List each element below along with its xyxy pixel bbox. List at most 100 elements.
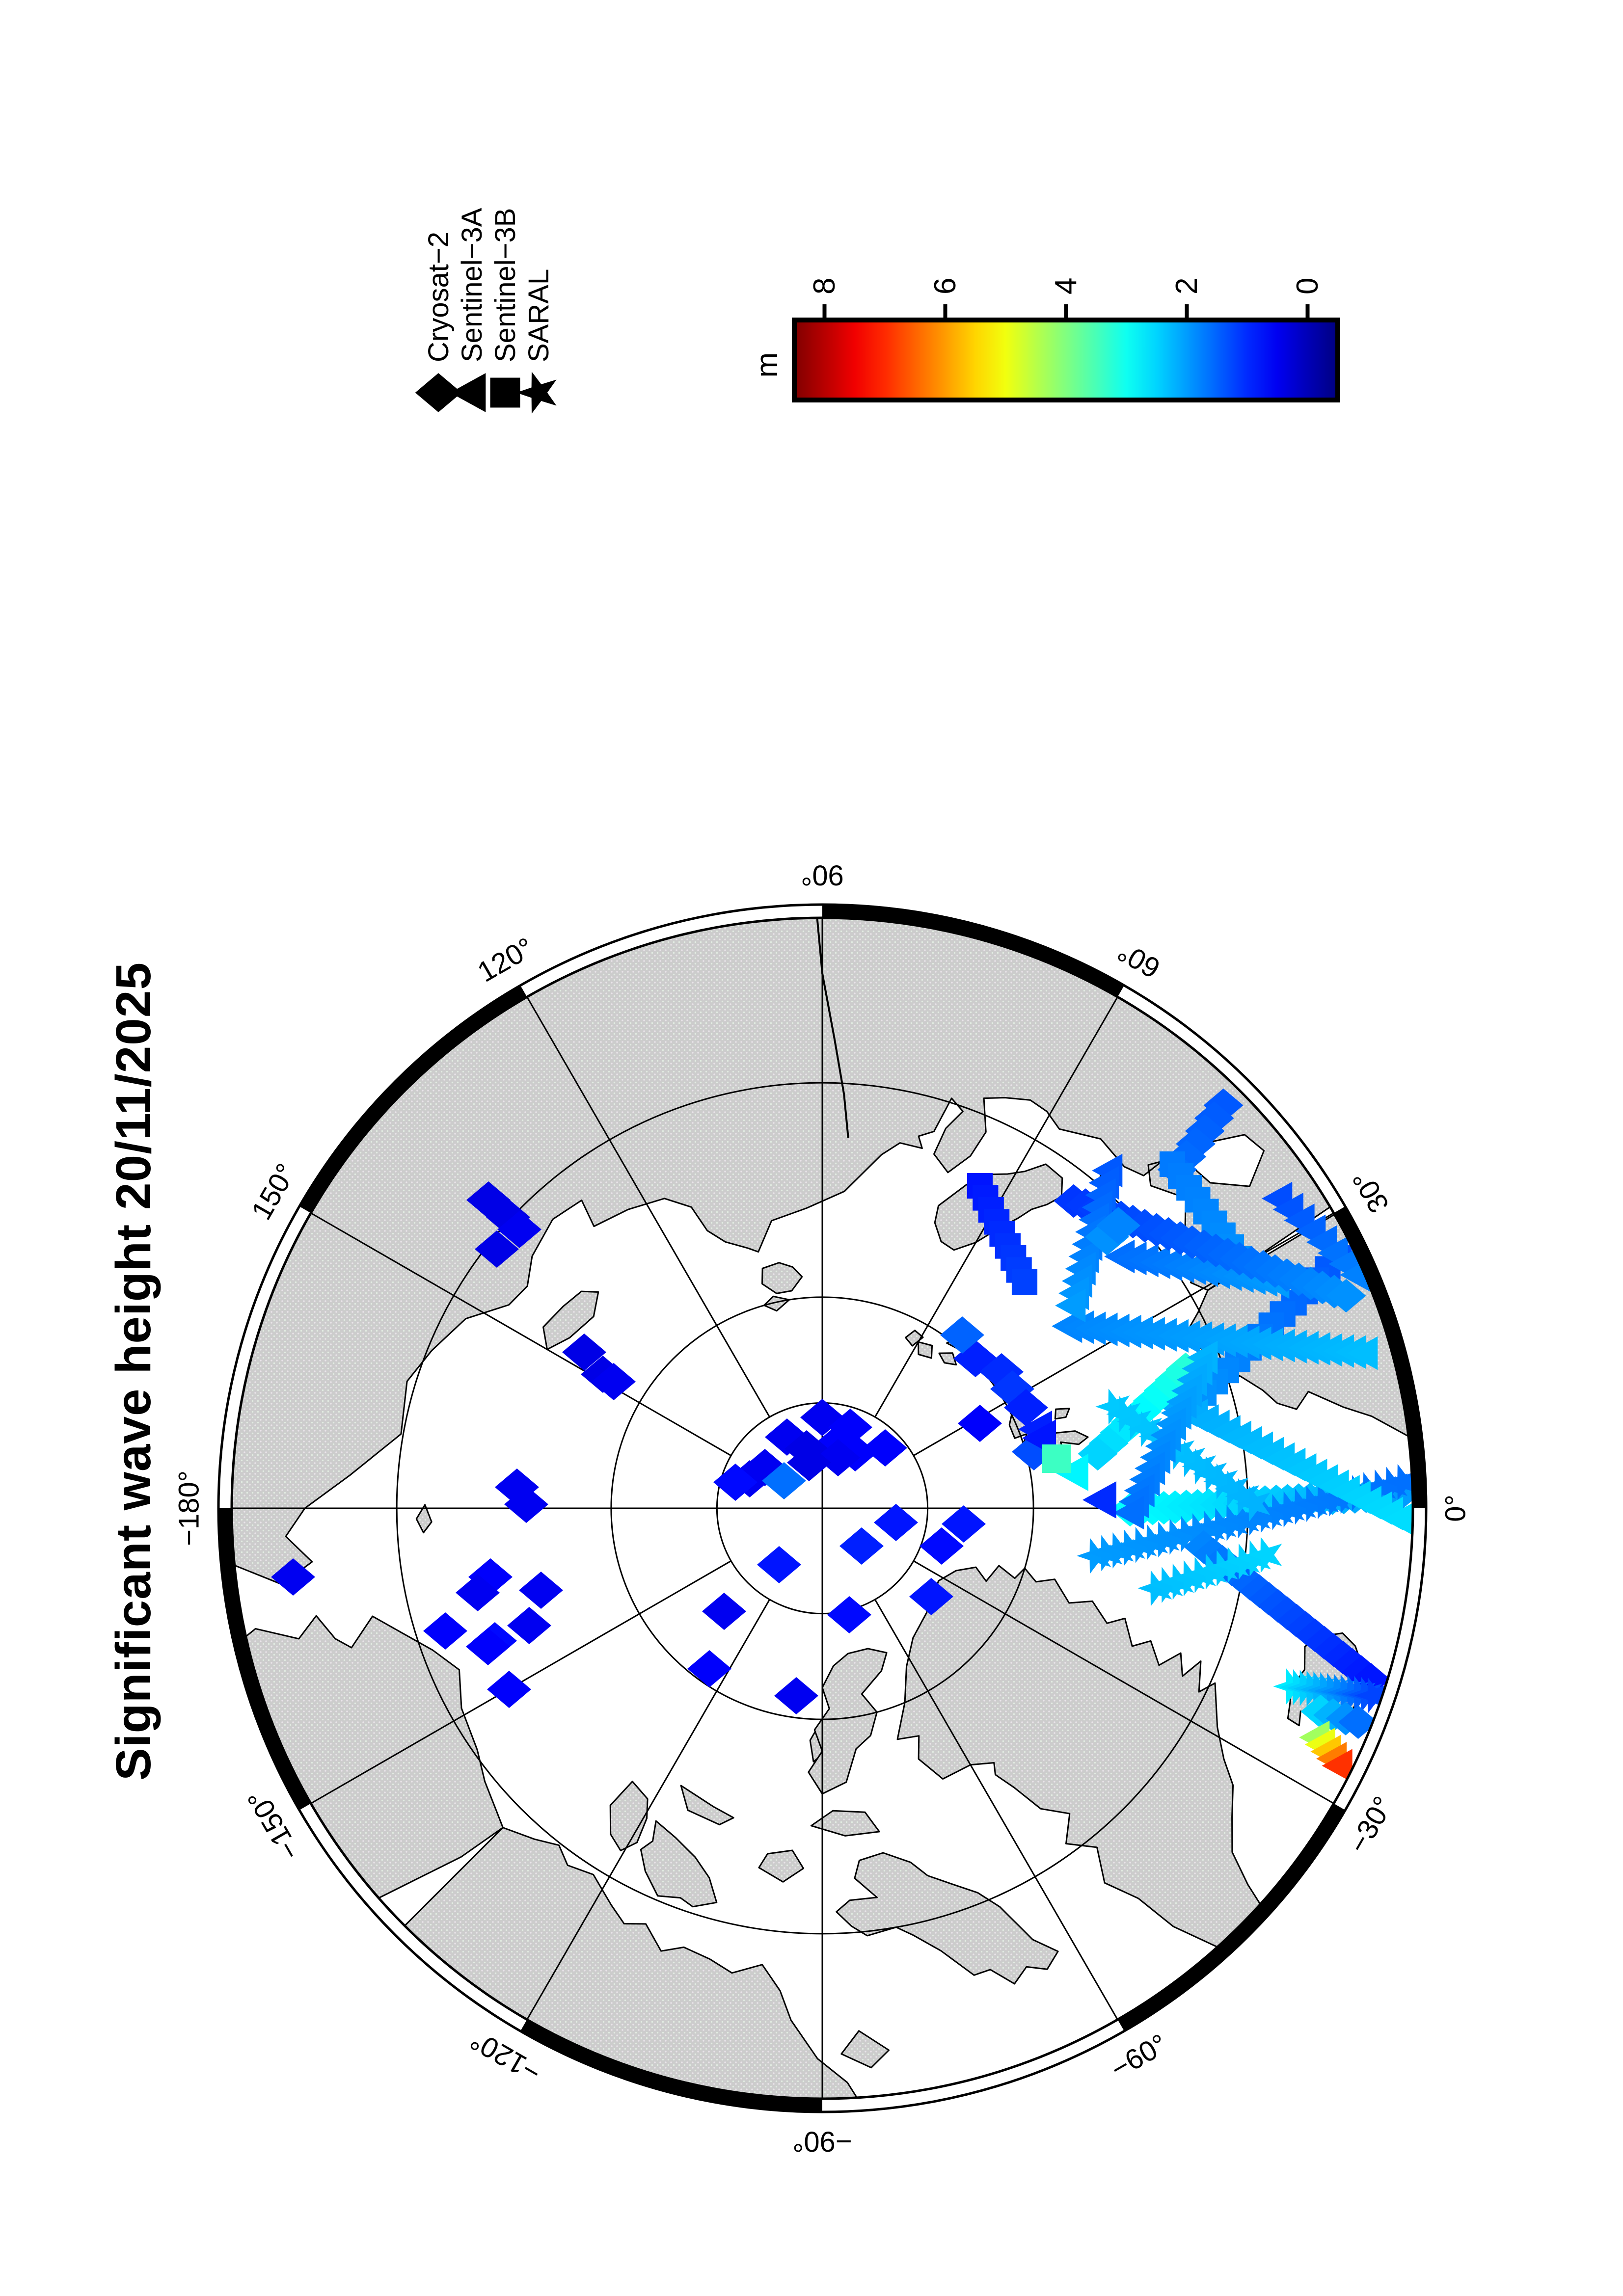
track-marker (1110, 1529, 1145, 1566)
track-marker (1203, 1088, 1244, 1122)
track-marker (1134, 1524, 1168, 1560)
ring-black-segment--60 (1117, 1803, 1346, 2031)
legend-symbol-triangle (450, 373, 486, 412)
track-marker (1354, 1677, 1389, 1714)
legend-symbol-diamond (415, 373, 462, 412)
lon-label-180: −180° (173, 1470, 205, 1546)
meridian--30 (913, 1560, 1334, 1804)
ring-black-segment--120 (520, 2019, 822, 2112)
track-marker (1011, 1269, 1038, 1295)
scatter-point (519, 1572, 563, 1609)
scatter-point (497, 1211, 541, 1248)
track-marker (1383, 1502, 1413, 1536)
track-marker (1322, 1749, 1352, 1783)
scatter-point (271, 1558, 315, 1596)
track-marker (1171, 1441, 1206, 1477)
track-12-star (1273, 1668, 1389, 1714)
meridian--60 (874, 1599, 1118, 2020)
scatter-point (874, 1504, 918, 1541)
land-melville (680, 1785, 734, 1826)
track-marker (1203, 1550, 1238, 1586)
track-marker (1182, 1448, 1217, 1485)
track-marker (1316, 1480, 1351, 1517)
track-marker (1148, 1567, 1183, 1603)
lon-label-0: 0° (1440, 1495, 1472, 1522)
track-marker (1373, 1467, 1407, 1503)
legend-label-0: Cryosat−2 (423, 232, 455, 362)
track-marker (1116, 1241, 1147, 1276)
track-marker (1128, 1411, 1163, 1447)
scatter-point (475, 1230, 519, 1268)
land-severnaya_a (761, 1262, 803, 1294)
ring-black-segment-60 (822, 905, 1124, 997)
track-marker (1077, 1538, 1111, 1574)
land-wrangel (415, 1504, 433, 1534)
scatter-point (1096, 1207, 1140, 1244)
legend-label-1: Sentinel−3A (456, 208, 488, 362)
scatter-point (507, 1607, 551, 1644)
lon-label-60: 60° (1112, 935, 1165, 985)
track-marker (1384, 1464, 1413, 1500)
track-marker (1156, 1519, 1191, 1555)
track-marker (1139, 1245, 1170, 1280)
track-marker (1202, 1507, 1237, 1544)
land-southampton (840, 2030, 890, 2069)
track-marker (1215, 1547, 1249, 1583)
track-marker (1194, 1101, 1234, 1135)
track-marker (1214, 1470, 1249, 1507)
track-marker (1236, 1486, 1271, 1522)
ring-black-segment-0 (1333, 1206, 1426, 1508)
track-marker (1122, 1526, 1157, 1563)
track-marker (1179, 1513, 1214, 1549)
track-marker (1192, 1456, 1227, 1492)
track-14-triangle (1299, 1720, 1352, 1783)
scatter-point (920, 1527, 964, 1565)
scatter-point (774, 1677, 818, 1714)
track-marker (1113, 1495, 1144, 1530)
scatter-point (1042, 1444, 1071, 1473)
land-new_siberian (542, 1290, 599, 1350)
track-marker (1259, 1494, 1294, 1530)
colorbar-tick-label: 2 (1170, 278, 1204, 294)
scatter-point (702, 1593, 746, 1630)
scatter-point (562, 1334, 606, 1371)
track-7-square (967, 1173, 1038, 1295)
track-marker (1099, 1532, 1134, 1569)
legend: Cryosat−2 Sentinel−3A Sentinel−3B SARAL (415, 208, 557, 414)
track-marker (1213, 1505, 1248, 1541)
track-marker (1175, 1251, 1206, 1285)
track-marker (1270, 1491, 1305, 1528)
legend-symbol-square (490, 377, 520, 408)
track-marker (1095, 1388, 1130, 1425)
track-marker (1347, 1336, 1378, 1370)
track-marker (1088, 1535, 1123, 1572)
track-marker (1117, 1403, 1152, 1440)
scatter-point (1055, 1454, 1088, 1491)
scatter-point (713, 1464, 757, 1501)
track-marker (1137, 1570, 1172, 1606)
scatter-point (816, 1439, 860, 1476)
scatter-point (909, 1578, 953, 1615)
track-marker (1225, 1502, 1260, 1539)
land-victoria (640, 1820, 718, 1908)
colorbar-bar (792, 318, 1340, 402)
track-marker (1236, 1540, 1271, 1576)
track-marker (1106, 1396, 1141, 1432)
land-greenland (896, 1565, 1292, 1958)
track-marker (1282, 1488, 1317, 1525)
scatter-point (958, 1405, 1002, 1442)
scatter-point (592, 1363, 636, 1400)
scatter-point (466, 1628, 510, 1665)
meridian-120 (526, 996, 770, 1417)
parallel-80N (610, 1296, 1034, 1720)
scatter-point (504, 1486, 548, 1523)
scatter-point (423, 1612, 467, 1650)
map-frame-ring (217, 903, 1428, 2113)
track-marker (1304, 1483, 1339, 1520)
scatter-point (940, 1316, 984, 1354)
scatter-point (942, 1505, 986, 1543)
track-marker (1181, 1557, 1216, 1593)
track-marker (1160, 1433, 1195, 1470)
